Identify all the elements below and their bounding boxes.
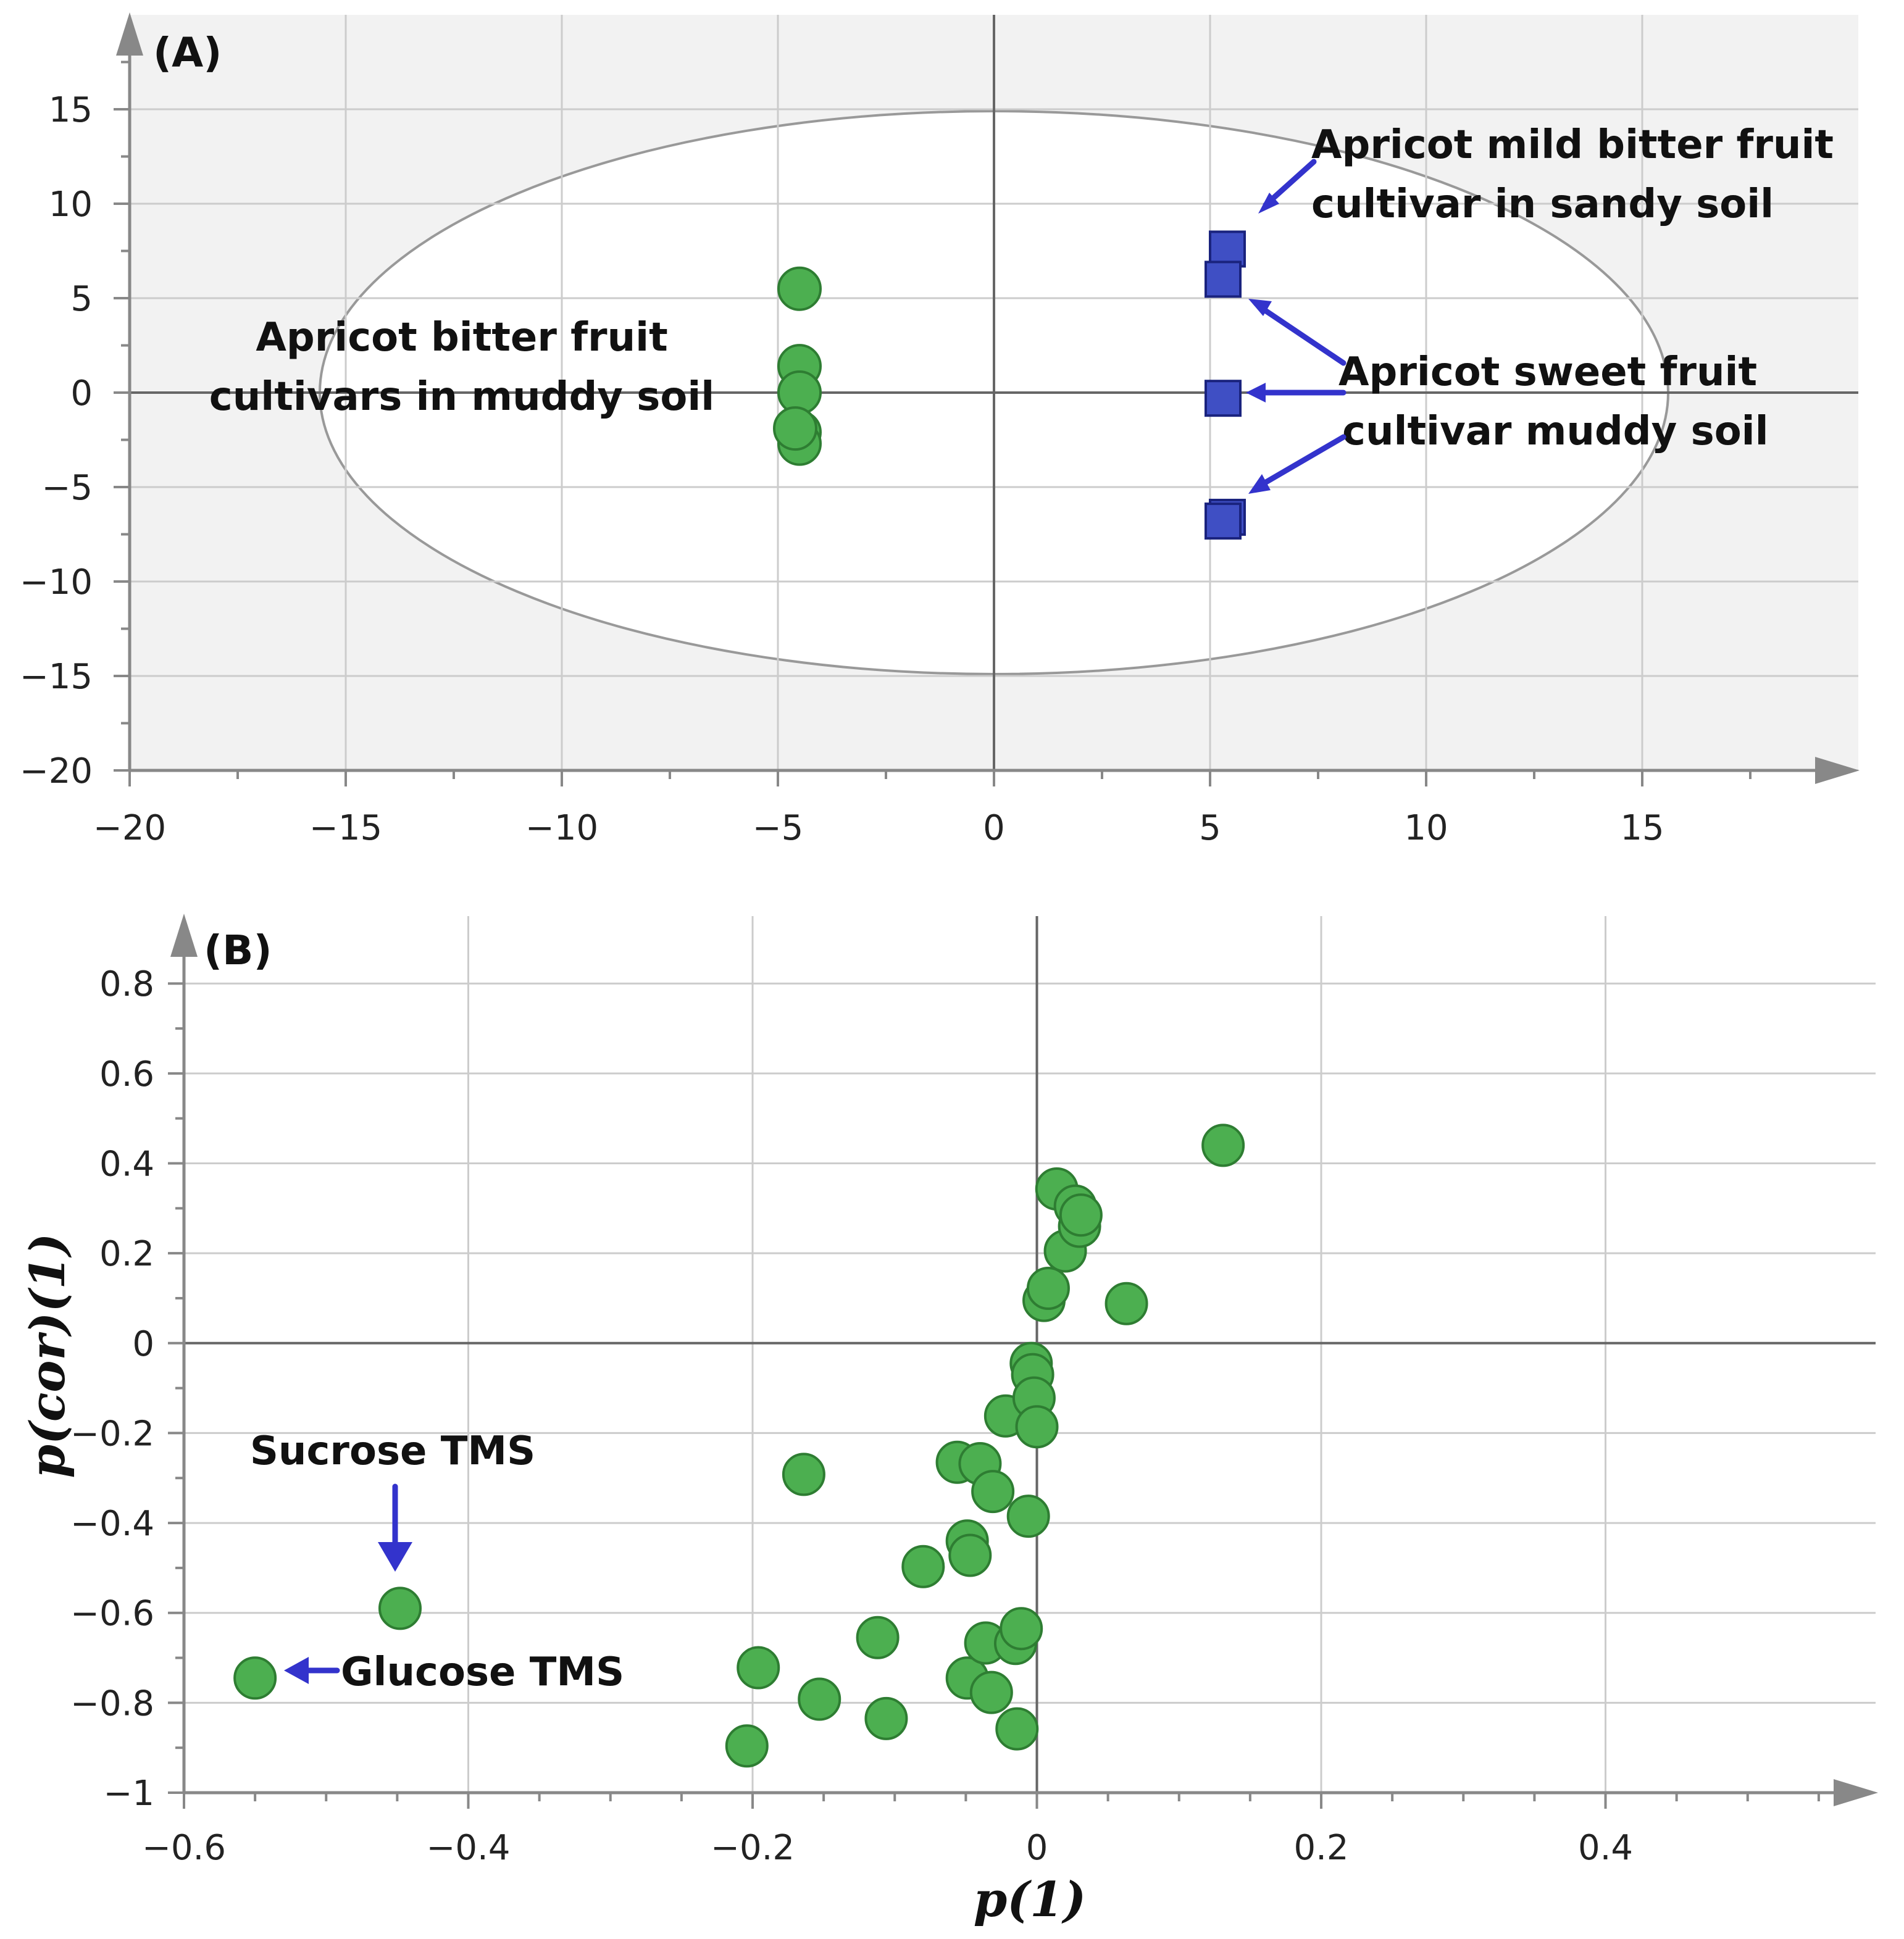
annotation-sweet-line1: Apricot sweet fruit: [1338, 349, 1757, 395]
panel-b-y-tick-label: 0.6: [99, 1054, 154, 1095]
panel-b-label: (B): [204, 927, 272, 974]
panel-b-variable-point: [969, 1670, 1013, 1714]
panel-a-x-tick-label: −5: [753, 808, 804, 848]
annotation-mild-bitter-line1: Apricot mild bitter fruit: [1311, 122, 1834, 168]
panel-b-variable-point: [995, 1707, 1039, 1751]
x-axis-title: p(1): [974, 1872, 1087, 1928]
panel-b-y-tick-label: −0.2: [70, 1414, 154, 1454]
panel-b-x-tick-label: −0.4: [427, 1828, 511, 1868]
panel-b-variable-point: [864, 1696, 908, 1740]
annotation-mild-bitter-line2: cultivar in sandy soil: [1311, 181, 1774, 227]
panel-a-y-tick-label: 5: [70, 279, 93, 319]
panel-b-x-axis-arrowhead: [1834, 1779, 1878, 1806]
panel-a-x-tick-label: 5: [1199, 808, 1221, 848]
arrow-to-sucrose: [378, 1483, 412, 1572]
panel-b-y-tick-label: 0.4: [99, 1145, 154, 1185]
arrow-to-mild-bitter: [1258, 159, 1317, 214]
panel-a-y-tick-label: 0: [70, 373, 93, 414]
panel-b-variable-point: [798, 1677, 841, 1721]
panel-b-variable-point: [901, 1545, 945, 1588]
panel-b-variable-point: [782, 1453, 825, 1496]
panel-a-sweet-point: [1205, 261, 1242, 298]
panel-b-x-tick-label: 0.2: [1293, 1828, 1348, 1868]
panel-a-bitter-point: [777, 266, 822, 311]
panel-a-sweet-point: [1209, 230, 1246, 268]
panel-b-variable-point: [233, 1656, 277, 1700]
annotation-sweet-line2: cultivar muddy soil: [1342, 409, 1769, 454]
panel-a-x-tick-label: −20: [93, 808, 166, 848]
arrow-to-sweet-upper: [1248, 299, 1347, 366]
panel-b-variable-point: [737, 1646, 780, 1690]
panel-a-y-tick-label: 10: [49, 185, 93, 225]
panel-b-y-tick-label: −0.8: [70, 1683, 154, 1724]
annotation-bitter-line1: Apricot bitter fruit: [256, 315, 667, 361]
panel-b-variable-point: [1006, 1495, 1050, 1538]
panel-a-y-tick-label: −20: [20, 751, 93, 791]
panel-a-y-tick-labels: −20 −15 −10 −5 0 5 10 15: [20, 90, 93, 791]
panel-a-annotation-arrows: [1246, 159, 1347, 494]
panel-a-axes: [114, 12, 1860, 786]
panel-a-x-axis-arrowhead: [1815, 757, 1860, 784]
arrow-to-sweet-lower: [1248, 434, 1347, 494]
arrow-to-glucose: [284, 1657, 340, 1684]
panel-a-y-tick-label: −10: [20, 562, 93, 603]
panel-a-y-tick-label: 15: [49, 90, 93, 130]
panel-b-x-tick-label: −0.6: [142, 1828, 226, 1868]
panel-b-y-tick-label: −0.6: [70, 1594, 154, 1634]
panel-b-variable-point: [948, 1533, 992, 1577]
panel-b-y-tick-label: 0.2: [99, 1234, 154, 1274]
panel-b-x-tick-labels: −0.6 −0.4 −0.2 0 0.2 0.4: [142, 1828, 1633, 1868]
panel-b-x-tick-label: 0: [1026, 1828, 1048, 1868]
y-axis-title: p(cor)(1): [20, 1233, 76, 1478]
annotation-sucrose: Sucrose TMS: [250, 1428, 535, 1474]
panel-b-variable-point: [1000, 1607, 1043, 1651]
panel-a-x-tick-label: 10: [1404, 808, 1448, 848]
panel-b-variable-point: [1059, 1193, 1103, 1237]
panel-b-variable-point: [971, 1470, 1015, 1514]
panel-a-x-tick-label: −15: [309, 808, 382, 848]
panel-a-y-tick-label: −5: [41, 468, 93, 508]
panel-a-y-tick-label: −15: [20, 657, 93, 697]
panel-a-x-tick-label: −10: [525, 808, 598, 848]
panel-a-x-tick-label: 0: [983, 808, 1005, 848]
panel-a-sweet-point: [1205, 502, 1242, 540]
annotation-glucose: Glucose TMS: [341, 1649, 624, 1695]
panel-b-y-tick-label: −1: [103, 1774, 154, 1814]
panel-a-bitter-point: [773, 406, 817, 451]
panel-b-points: [233, 1124, 1245, 1768]
panel-b-loading-plot: −0.6 −0.4 −0.2 0 0.2 0.4 −1 −0.8 −0.6 −0.4 −0.2 0 0…: [20, 914, 1878, 1928]
panel-b-variable-point: [856, 1616, 900, 1659]
panel-b-variable-point: [725, 1724, 769, 1768]
panel-a-label: (A): [153, 29, 222, 77]
annotation-bitter-line2: cultivars in muddy soil: [209, 374, 714, 420]
panel-b-axes: [168, 914, 1878, 1809]
panel-b-variable-point: [1026, 1266, 1070, 1310]
panel-b-x-tick-label: −0.2: [711, 1828, 795, 1868]
panel-b-variable-point: [1201, 1124, 1245, 1167]
panel-b-variable-point: [1015, 1405, 1059, 1449]
panel-a-x-tick-label: 15: [1620, 808, 1664, 848]
panel-b-x-tick-label: 0.4: [1578, 1828, 1633, 1868]
panel-b-y-tick-label: 0: [132, 1324, 154, 1364]
panel-a-x-tick-labels: −20 −15 −10 −5 0 5 10 15: [93, 808, 1664, 848]
panel-b-y-tick-label: 0.8: [99, 964, 154, 1004]
panel-a-y-axis-arrowhead: [116, 12, 143, 56]
panel-b-variable-point: [1104, 1282, 1148, 1325]
panel-b-y-tick-labels: −1 −0.8 −0.6 −0.4 −0.2 0 0.2 0.4 0.6 0.8: [70, 964, 154, 1814]
panel-b-y-tick-label: −0.4: [70, 1504, 154, 1544]
panel-b-variable-point: [378, 1587, 422, 1630]
panel-b-y-axis-arrowhead: [170, 914, 198, 957]
panel-a-points: [773, 230, 1246, 540]
panel-a-sweet-point: [1205, 380, 1242, 417]
panel-b-annotation-arrows: [284, 1483, 412, 1684]
arrow-to-sweet-middle: [1246, 383, 1347, 402]
